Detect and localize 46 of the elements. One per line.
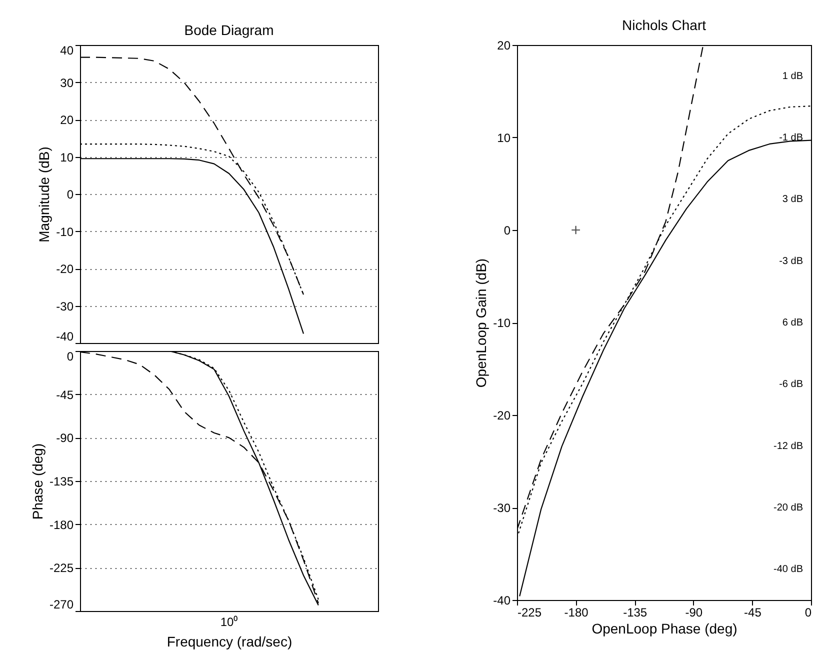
x-tick-label: -45 (744, 606, 762, 620)
y-tick-label: 30 (60, 76, 74, 90)
y-tick-label: -90 (56, 431, 74, 446)
y-tick-label: 0 (66, 350, 74, 364)
y-tick-label: -45 (56, 388, 74, 402)
x-tick-label: 0 (804, 606, 812, 620)
y-tick-label: -40 (493, 594, 511, 608)
annotation: -6 dB (779, 379, 804, 390)
annotation: -3 dB (779, 256, 804, 267)
y-tick-label: -40 (56, 330, 74, 344)
y-tick-label: -270 (49, 598, 74, 612)
x-axis-title: Frequency (rad/sec) (166, 634, 292, 650)
annotation: -12 dB (774, 440, 804, 452)
annotation: -1 dB (779, 132, 804, 144)
y-tick-label: -10 (493, 316, 511, 330)
x-axis-title: OpenLoop Phase (deg) (592, 620, 738, 636)
y-axis-title: Magnitude (dB) (36, 146, 52, 242)
chart-title: Bode Diagram (184, 22, 274, 38)
annotation: 3 dB (782, 194, 804, 206)
y-tick-label: 0 (504, 224, 511, 238)
annotation: 6 dB (782, 318, 804, 328)
y-tick-label: 20 (60, 113, 74, 127)
y-tick-label: -135 (49, 474, 74, 488)
y-tick-label: -20 (493, 408, 511, 422)
y-tick-label: 20 (497, 38, 511, 52)
x-tick-label: -135 (623, 606, 648, 620)
text: 10⁰ (220, 615, 238, 629)
x-tick-label: -90 (685, 606, 703, 620)
annotation: -40 dB (774, 564, 804, 576)
x-tick-label: -225 (518, 606, 542, 620)
y-tick-label: -180 (49, 518, 74, 532)
y-tick-label: -30 (493, 501, 511, 515)
y-axis-title: Phase (deg) (29, 443, 46, 520)
y-axis-title: OpenLoop Gain (dB) (473, 258, 490, 388)
y-tick-label: 0 (66, 188, 74, 202)
x-tick-label: -180 (564, 606, 589, 620)
y-tick-label: -10 (56, 224, 74, 239)
y-tick-label: 10 (497, 131, 511, 145)
y-tick-label: -30 (56, 299, 74, 314)
y-tick-label: 10 (60, 150, 74, 164)
y-tick-label: 40 (60, 44, 74, 58)
annotation: -20 dB (774, 502, 804, 514)
y-tick-label: -20 (56, 262, 74, 276)
annotation: 1 dB (782, 70, 804, 82)
chart-title: Nichols Chart (622, 17, 706, 33)
y-tick-label: -225 (49, 561, 74, 576)
